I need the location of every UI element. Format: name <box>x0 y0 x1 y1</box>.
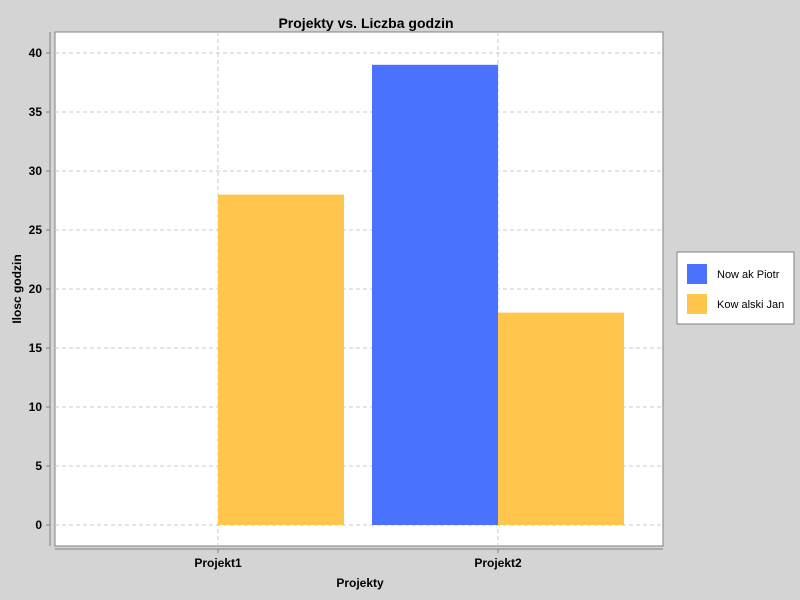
bar <box>372 64 498 526</box>
legend-swatch <box>687 264 707 284</box>
y-tick-label: 0 <box>35 518 42 532</box>
x-axis-ticks: Projekt1 Projekt2 <box>194 549 522 570</box>
y-tick-label: 35 <box>29 105 43 119</box>
y-tick-label: 10 <box>29 400 43 414</box>
y-tick-label: 5 <box>35 459 42 473</box>
chart-title: Projekty vs. Liczba godzin <box>278 15 453 31</box>
y-axis-label: Ilosc godzin <box>10 254 24 323</box>
bars <box>218 64 624 526</box>
legend-label: Kow alski Jan <box>717 299 784 311</box>
y-tick-label: 30 <box>29 164 43 178</box>
bar <box>218 194 344 525</box>
legend-swatch <box>687 294 707 314</box>
x-tick-label: Projekt1 <box>194 556 242 570</box>
y-axis-ticks: 0 5 10 15 20 25 30 35 40 <box>29 46 50 532</box>
legend: Now ak Piotr Kow alski Jan <box>676 251 795 325</box>
y-tick-label: 40 <box>29 46 43 60</box>
y-tick-label: 25 <box>29 223 43 237</box>
x-tick-label: Projekt2 <box>474 556 522 570</box>
bar <box>498 312 624 525</box>
y-tick-label: 15 <box>29 341 43 355</box>
y-tick-label: 20 <box>29 282 43 296</box>
x-axis-label: Projekty <box>336 576 384 590</box>
legend-label: Now ak Piotr <box>717 269 780 281</box>
